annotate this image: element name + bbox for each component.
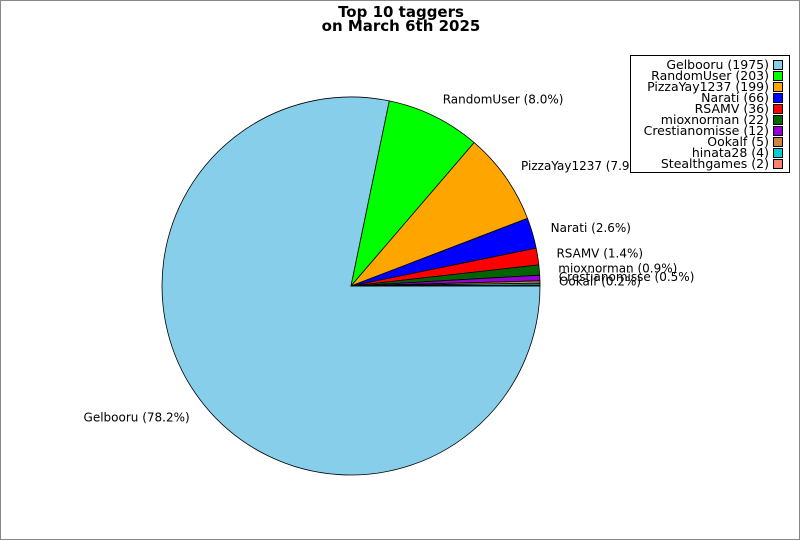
legend-label: Crestianomisse (12) <box>643 123 769 138</box>
slice-label-5: mioxnorman (0.9%) <box>558 261 677 275</box>
legend-entry-2: PizzaYay1237 (199) <box>647 79 783 94</box>
chart-title-line-1: Top 10 taggers <box>338 3 464 21</box>
legend-label: PizzaYay1237 (199) <box>647 79 769 94</box>
legend-swatch <box>773 81 783 92</box>
slice-label-6: Crestianomisse (0.5%) <box>559 270 695 284</box>
slice-label-3: Narati (2.6%) <box>551 221 631 235</box>
legend-entry-1: RandomUser (203) <box>651 68 783 83</box>
legend-entry-4: RSAMV (36) <box>694 101 783 116</box>
slice-label-4: RSAMV (1.4%) <box>556 247 643 261</box>
slice-label-0: Gelbooru (78.2%) <box>84 410 190 424</box>
legend-swatch <box>773 125 783 136</box>
legend-label: Ookalf (5) <box>707 134 769 149</box>
legend-swatch <box>773 114 783 125</box>
pie-slice-2 <box>350 142 528 287</box>
legend-entry-5: mioxnorman (22) <box>660 112 783 127</box>
legend-entry-9: Stealthgames (2) <box>660 156 783 171</box>
legend-entry-3: Narati (66) <box>701 90 783 105</box>
pie-slice-9 <box>350 284 541 287</box>
legend-entry-6: Crestianomisse (12) <box>643 123 783 138</box>
chart-title-line-2: on March 6th 2025 <box>321 17 481 35</box>
legend-label: RandomUser (203) <box>651 68 769 83</box>
legend-entry-0: Gelbooru (1975) <box>666 57 783 72</box>
legend-swatch <box>773 70 783 81</box>
legend-entry-7: Ookalf (5) <box>707 134 783 149</box>
legend-label: Gelbooru (1975) <box>666 57 769 72</box>
legend-swatch <box>773 158 783 169</box>
legend-label: mioxnorman (22) <box>660 112 769 127</box>
legend-label: Stealthgames (2) <box>660 156 769 171</box>
legend-swatch <box>773 103 783 114</box>
legend-label: hinata28 (4) <box>691 145 769 160</box>
legend-swatch <box>773 92 783 103</box>
slice-label-2: PizzaYay1237 (7.9%) <box>521 159 646 173</box>
legend-label: Narati (66) <box>701 90 769 105</box>
legend-swatch <box>773 147 783 158</box>
legend-swatch <box>773 136 783 147</box>
slice-label-1: RandomUser (8.0%) <box>443 92 564 106</box>
legend-entry-8: hinata28 (4) <box>691 145 783 160</box>
chart-legend: Gelbooru (1975) RandomUser (203) PizzaYay1… <box>630 55 790 173</box>
slice-label-7: Ookalf (0.2%) <box>559 275 641 289</box>
pie-slice-1 <box>350 100 475 287</box>
legend-label: RSAMV (36) <box>694 101 769 116</box>
legend-swatch <box>773 59 783 70</box>
